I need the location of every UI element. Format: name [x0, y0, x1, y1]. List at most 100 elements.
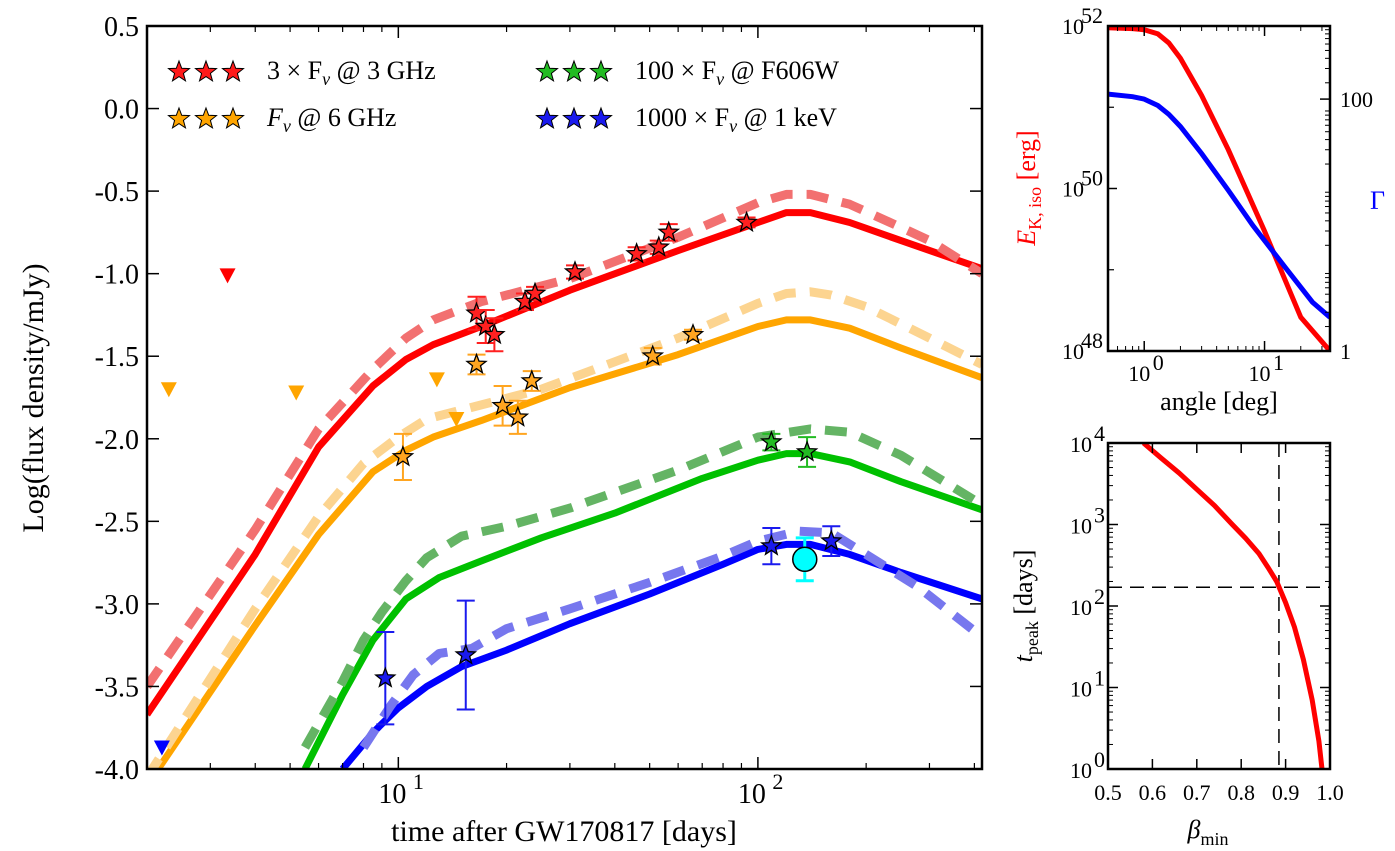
y-tick-exponent: 50 — [1081, 166, 1103, 191]
main-panel: 0.5 0.0 -0.5 -1.0 -1.5 -2.0 -2.5 -3.0 -3.5 -4.0 10… — [17, 12, 984, 848]
y-tick-label: -2.0 — [95, 425, 139, 456]
tpeak-curve-0 — [1141, 443, 1325, 769]
y2-tick-label: 100 — [1340, 87, 1373, 112]
model-curve-0 — [147, 209, 982, 717]
legend-star-0 — [167, 59, 191, 83]
data-star-0-2 — [483, 322, 506, 345]
x-tick-label: 10 — [1128, 361, 1150, 386]
data-star-0-7 — [647, 235, 671, 257]
y-tick-exponent: 0 — [1094, 747, 1105, 772]
legend-star-0 — [221, 59, 245, 83]
x-tick-label: 0.5 — [1094, 780, 1122, 805]
y-tick-label: 0.0 — [104, 95, 139, 126]
upper-limit-marker-0 — [219, 268, 236, 284]
y-tick-label: -4.0 — [95, 755, 139, 786]
angle-x-axis-label: angle [deg] — [1160, 387, 1278, 416]
x-tick-label: 0.8 — [1227, 780, 1255, 805]
data-star-1-3 — [506, 405, 530, 427]
model-curve-7 — [359, 526, 982, 750]
data-star-2-1 — [795, 440, 819, 462]
angle-curve-1 — [1108, 91, 1330, 320]
x-tick-label: 0.7 — [1183, 780, 1211, 805]
y-tick-exponent: 1 — [1094, 666, 1105, 691]
data-star-1-4 — [520, 369, 544, 391]
data-star-1-5 — [641, 344, 665, 366]
x-tick-exponent: 1 — [413, 769, 424, 794]
x-tick-exponent: 0 — [1153, 350, 1164, 375]
y-tick-label: 10 — [1070, 595, 1092, 620]
y-tick-label: 0.5 — [104, 12, 139, 43]
data-star-3-0 — [374, 666, 397, 688]
x-tick-label: 0.9 — [1272, 780, 1300, 805]
model-curve-5 — [301, 424, 982, 750]
y-tick-label: -2.5 — [95, 507, 139, 538]
beta-x-axis-label: βmin — [1187, 815, 1229, 849]
legend-star-2 — [562, 59, 586, 83]
y-tick-label: 10 — [1062, 177, 1084, 202]
tpeak-y-axis-label: tpeak [days] — [1009, 550, 1042, 663]
angle-panel-curves — [1108, 26, 1330, 351]
legend-entry-f606w: 100 × Fν @ F606W — [635, 56, 840, 89]
xray-data-circle — [792, 546, 818, 573]
y-tick-label: 10 — [1070, 758, 1092, 783]
legend-star-2 — [589, 59, 613, 83]
legend-entry-1kev: 1000 × Fν @ 1 keV — [635, 103, 837, 136]
main-data-markers — [153, 210, 843, 756]
model-curve-4 — [301, 450, 982, 769]
x-tick-label: 0.6 — [1139, 780, 1167, 805]
legend-star-0 — [194, 59, 218, 83]
main-legend: 3 × Fν @ 3 GHz Fν @ 6 GHz 100 × Fν @ F60… — [167, 56, 840, 136]
data-star-1-1 — [465, 352, 488, 375]
upper-limit-marker-2 — [288, 385, 305, 401]
data-star-3-2 — [760, 534, 783, 556]
y-tick-exponent: 52 — [1081, 3, 1103, 28]
data-star-1-2 — [491, 393, 514, 416]
y2-tick-label: 1 — [1340, 339, 1351, 364]
data-star-0-5 — [563, 260, 587, 282]
legend-entry-3ghz: 3 × Fν @ 3 GHz — [267, 56, 436, 89]
data-star-0-9 — [735, 210, 758, 233]
y-tick-exponent: 48 — [1081, 328, 1103, 353]
data-star-3-1 — [454, 643, 478, 665]
y-tick-label: 10 — [1070, 677, 1092, 702]
x-tick-exponent: 1 — [1273, 350, 1284, 375]
y-tick-label: -1.0 — [95, 260, 139, 291]
model-curve-2 — [153, 316, 982, 769]
model-curve-6 — [339, 540, 982, 769]
x-tick-label: 1.0 — [1316, 780, 1344, 805]
legend-star-1 — [167, 106, 191, 130]
legend-star-2 — [535, 59, 559, 83]
data-star-0-4 — [523, 281, 547, 304]
data-star-0-6 — [625, 242, 648, 264]
y-tick-label: 10 — [1062, 14, 1084, 39]
data-star-1-0 — [391, 445, 415, 467]
energy-y-axis-label: EK, iso [erg] — [1012, 130, 1045, 246]
y-tick-label: 10 — [1070, 514, 1092, 539]
x-tick-label: 10 — [378, 779, 406, 810]
main-model-curves — [147, 189, 982, 769]
lorentz-factor-axis-label: Γ — [1370, 186, 1385, 215]
x-tick-label: 10 — [738, 779, 766, 810]
legend-star-3 — [535, 106, 559, 130]
model-curve-1 — [147, 189, 982, 689]
y-tick-label: 10 — [1062, 339, 1084, 364]
data-star-0-1 — [474, 314, 497, 337]
y-tick-label: -1.5 — [95, 342, 139, 373]
upper-limit-marker-3 — [428, 372, 445, 388]
x-tick-label: 10 — [1249, 361, 1271, 386]
y-tick-label: 10 — [1070, 432, 1092, 457]
data-star-2-0 — [760, 430, 783, 452]
legend-star-1 — [221, 106, 245, 130]
angle-curve-0 — [1108, 26, 1330, 351]
legend-star-1 — [194, 106, 218, 130]
data-star-3-3 — [820, 529, 843, 551]
data-star-0-8 — [657, 220, 681, 243]
beta-panel-curves — [1108, 443, 1330, 769]
upper-limit-marker-4 — [448, 411, 465, 427]
y-tick-exponent: 4 — [1094, 421, 1105, 446]
data-star-1-6 — [681, 322, 705, 345]
upper-limit-marker-1 — [160, 382, 177, 398]
